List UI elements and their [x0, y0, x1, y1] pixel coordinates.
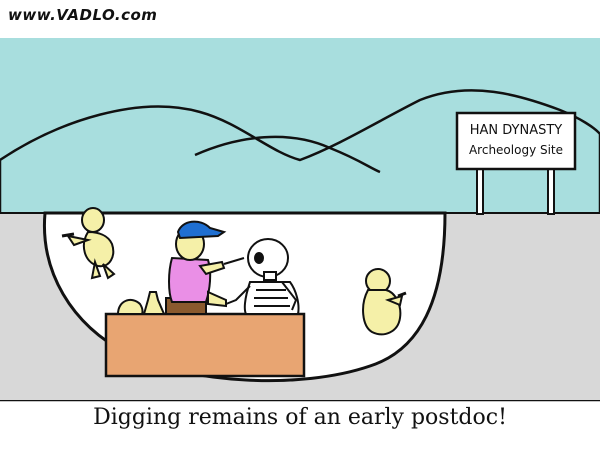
archaeologist — [165, 220, 245, 315]
sign-board — [455, 111, 577, 171]
sign-post-right — [547, 167, 555, 215]
sign-subtitle: Archeology Site — [468, 143, 564, 157]
top-band — [0, 0, 600, 38]
cartoon-caption: Digging remains of an early postdoc! — [93, 405, 507, 430]
site-watermark: www.VADLO.com — [8, 6, 158, 24]
climbing-figure — [61, 207, 116, 280]
sitting-figure — [362, 268, 407, 336]
sign-title: HAN DYNASTY — [469, 123, 563, 138]
skeleton — [225, 238, 300, 315]
excavation-table — [104, 312, 306, 378]
sign-post-left — [476, 167, 484, 215]
hill-inner-ridge — [194, 135, 381, 174]
artifacts — [116, 291, 166, 315]
